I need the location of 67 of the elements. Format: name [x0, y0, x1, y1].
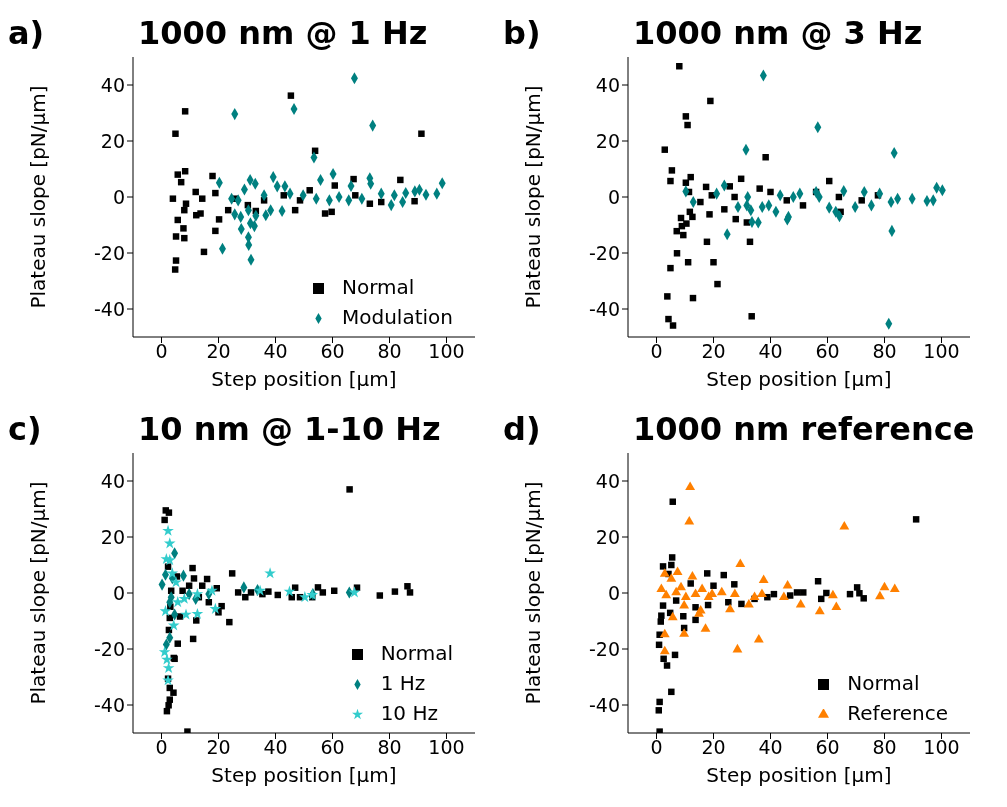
x-tick-label: 60	[320, 340, 345, 363]
y-tick-label: 20	[100, 525, 125, 548]
y-tick-label: 40	[100, 73, 125, 96]
y-tick-label: 20	[595, 525, 620, 548]
text: c)	[8, 410, 42, 448]
x-tick-label: 20	[206, 340, 231, 363]
x-tick-label: 60	[815, 736, 840, 759]
x-tick-label: 20	[701, 340, 726, 363]
x-tick-label: 40	[758, 340, 783, 363]
chart-title: 10 nm @ 1-10 Hz	[138, 410, 441, 448]
x-tick-label: 0	[155, 736, 168, 759]
x-tick-label: 80	[872, 736, 897, 759]
x-tick-label: 80	[377, 736, 402, 759]
y-tick-label: 0	[607, 185, 620, 208]
legend-label: Reference	[847, 701, 948, 725]
x-axis-title: Step position [µm]	[706, 763, 892, 787]
legend-label: Modulation	[342, 305, 453, 329]
chart-title: 1000 nm reference	[633, 410, 975, 448]
text: b)	[503, 14, 541, 52]
x-tick-label: 0	[650, 340, 663, 363]
y-tick-label: -20	[588, 241, 620, 264]
x-tick-label: 20	[701, 736, 726, 759]
x-tick-label: 40	[758, 736, 783, 759]
legend-label: 1 Hz	[380, 671, 426, 695]
y-tick-label: -20	[93, 241, 125, 264]
y-tick-label: -40	[93, 693, 125, 716]
y-axis-title: Plateau slope [pN/µm]	[26, 85, 51, 309]
y-tick-label: 0	[112, 185, 125, 208]
y-axis-title: Plateau slope [pN/µm]	[26, 481, 51, 705]
x-tick-label: 60	[815, 340, 840, 363]
y-tick-label: -20	[588, 637, 620, 660]
x-tick-label: 100	[428, 736, 465, 759]
legend-label: Normal	[342, 275, 415, 299]
text: a)	[8, 14, 45, 52]
y-tick-label: -40	[93, 297, 125, 320]
x-tick-label: 60	[320, 736, 345, 759]
y-tick-label: 40	[595, 73, 620, 96]
y-tick-label: 40	[595, 469, 620, 492]
chart-title: 1000 nm @ 1 Hz	[138, 14, 428, 52]
chart-title: 1000 nm @ 3 Hz	[633, 14, 923, 52]
x-tick-label: 0	[650, 736, 663, 759]
legend-label: 10 Hz	[380, 701, 438, 725]
x-tick-label: 40	[263, 736, 288, 759]
y-tick-label: -40	[588, 693, 620, 716]
x-tick-label: 40	[263, 340, 288, 363]
x-tick-label: 80	[377, 340, 402, 363]
x-axis-title: Step position [µm]	[211, 763, 397, 787]
y-axis-title: Plateau slope [pN/µm]	[521, 481, 546, 705]
y-tick-label: -40	[588, 297, 620, 320]
x-tick-label: 20	[206, 736, 231, 759]
x-tick-label: 0	[155, 340, 168, 363]
y-tick-label: -20	[93, 637, 125, 660]
y-tick-label: 20	[100, 129, 125, 152]
legend-label: Normal	[847, 671, 920, 695]
y-tick-label: 0	[607, 581, 620, 604]
y-tick-label: 40	[100, 469, 125, 492]
x-axis-title: Step position [µm]	[211, 367, 397, 391]
x-tick-label: 80	[872, 340, 897, 363]
y-tick-label: 0	[112, 581, 125, 604]
legend-label: Normal	[380, 641, 453, 665]
x-tick-label: 100	[923, 340, 960, 363]
y-tick-label: 20	[595, 129, 620, 152]
x-tick-label: 100	[923, 736, 960, 759]
y-axis-title: Plateau slope [pN/µm]	[521, 85, 546, 309]
x-tick-label: 100	[428, 340, 465, 363]
text: d)	[503, 410, 541, 448]
x-axis-title: Step position [µm]	[706, 367, 892, 391]
